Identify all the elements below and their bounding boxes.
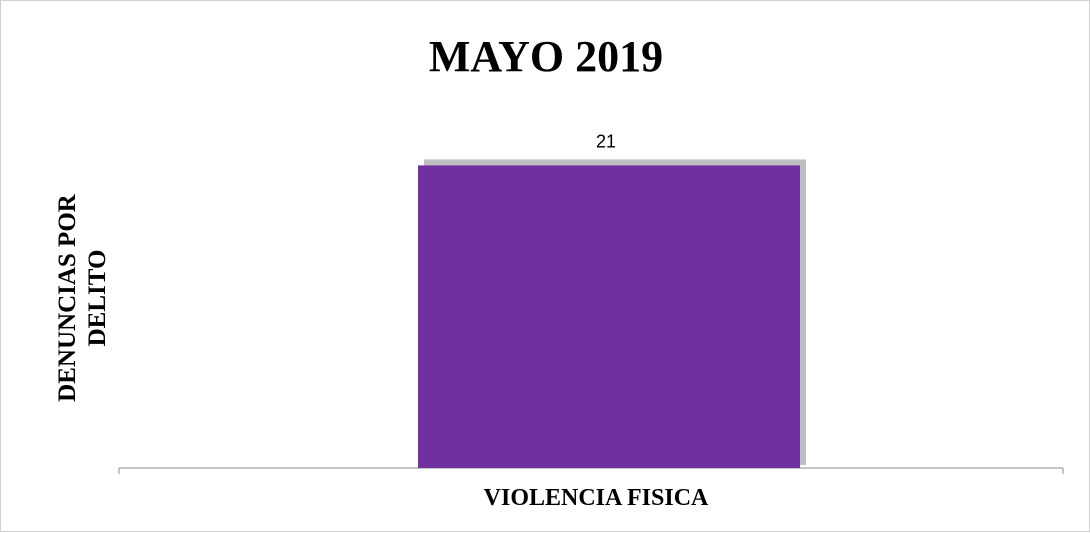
- chart-title: MAYO 2019: [428, 32, 664, 81]
- data-label: 21: [596, 131, 616, 151]
- x-axis-category-label: VIOLENCIA FISICA: [483, 485, 709, 511]
- bar-violencia-fisica: [418, 165, 800, 468]
